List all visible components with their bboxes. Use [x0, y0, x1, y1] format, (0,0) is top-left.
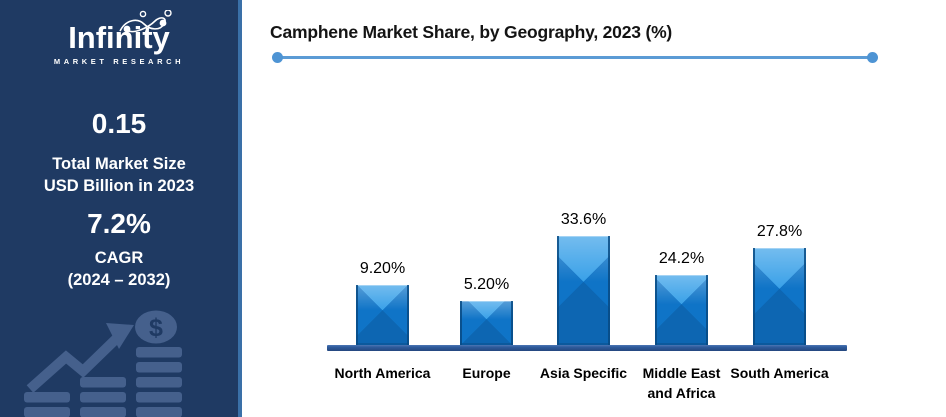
cagr-label-line1: CAGR	[94, 249, 144, 268]
divider-dot-right	[867, 52, 878, 63]
category-label-north-america: North America	[334, 365, 431, 381]
page-title: Camphene Market Share, by Geography, 202…	[270, 22, 673, 42]
category-label-asia-specific: Asia Specific	[539, 365, 628, 381]
logo-wordmark: Infinity	[68, 20, 170, 55]
data-label-asia-specific: 33.6%	[560, 211, 607, 228]
data-label-south-america: 27.8%	[756, 223, 803, 240]
data-label-middle-east-and-africa: 24.2%	[658, 250, 705, 267]
infinity-swirl-icon	[119, 10, 172, 33]
divider-dot-left	[272, 52, 283, 63]
logo: Infinity MARKET RESEARCH	[0, 10, 238, 66]
stat-cagr: 7.2% CAGR (2024 – 2032)	[0, 206, 238, 291]
logo-subtitle: MARKET RESEARCH	[53, 57, 185, 66]
cagr-label-line2: (2024 – 2032)	[67, 270, 171, 289]
bar-south-america	[753, 248, 806, 345]
data-label-europe: 5.20%	[463, 276, 510, 293]
bar-europe	[460, 301, 513, 345]
sidebar: Infinity MARKET RESEARCH 0.15 Total Mark…	[0, 0, 242, 417]
cagr-value: 7.2%	[87, 208, 151, 239]
x-axis-line	[327, 345, 847, 351]
bar-north-america	[356, 285, 409, 345]
stat-market-size: 0.15 Total Market Size USD Billion in 20…	[0, 106, 238, 197]
market-size-label-line1: Total Market Size	[52, 155, 186, 174]
market-size-value: 0.15	[91, 108, 147, 139]
growth-chart-dollar-icon: $	[24, 310, 182, 417]
category-label-middle-east-and-africa: Middle East and Africa	[642, 365, 721, 401]
bar-asia-specific	[557, 236, 610, 345]
bar-middle-east-and-africa	[655, 275, 708, 345]
market-size-label-line2: USD Billion in 2023	[43, 176, 195, 195]
svg-text:$: $	[149, 314, 163, 342]
category-label-south-america: South America	[730, 365, 829, 381]
category-label-europe: Europe	[462, 365, 511, 381]
title-divider	[272, 52, 878, 63]
data-label-north-america: 9.20%	[359, 260, 406, 277]
